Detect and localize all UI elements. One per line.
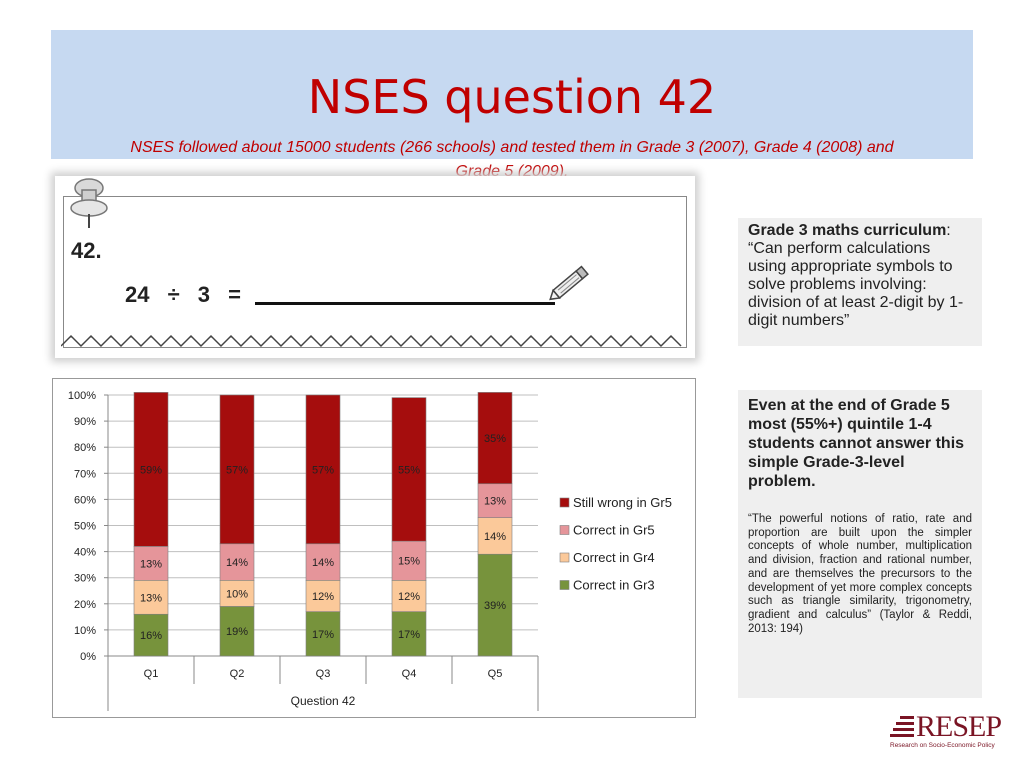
legend-label: Correct in Gr5 xyxy=(573,523,655,538)
bar-segment xyxy=(133,613,169,657)
y-tick-label: 100% xyxy=(68,390,96,402)
legend-label: Correct in Gr4 xyxy=(573,550,655,565)
bar-segment xyxy=(133,392,169,547)
worksheet-frame xyxy=(63,196,687,348)
data-label: 35% xyxy=(484,433,506,445)
y-tick-label: 40% xyxy=(74,547,96,559)
legend-swatch xyxy=(559,497,570,508)
data-label: 19% xyxy=(226,626,248,638)
curriculum-note: Grade 3 maths curriculum: “Can perform c… xyxy=(738,218,982,346)
pushpin-icon xyxy=(70,178,108,228)
insight-quote: “The powerful notions of ratio, rate and… xyxy=(748,513,972,635)
curriculum-text: : “Can perform calculations using approp… xyxy=(748,222,964,329)
data-label: 17% xyxy=(398,629,420,641)
y-tick-label: 30% xyxy=(74,573,96,585)
bar-segment xyxy=(219,394,255,545)
legend-label: Correct in Gr3 xyxy=(573,578,655,593)
y-tick-label: 0% xyxy=(80,651,96,663)
data-label: 14% xyxy=(312,557,334,569)
x-tick-label: Q2 xyxy=(230,668,245,680)
bar-segment xyxy=(391,580,427,612)
data-label: 12% xyxy=(312,591,334,603)
data-label: 17% xyxy=(312,629,334,641)
legend-swatch xyxy=(559,525,570,535)
data-label: 14% xyxy=(226,557,248,569)
x-tick-label: Q3 xyxy=(316,668,331,680)
x-axis-title: Question 42 xyxy=(291,694,356,708)
data-label: 57% xyxy=(312,464,334,476)
bar-segment xyxy=(305,543,341,581)
resep-logo: RESEP Research on Socio-Economic Policy xyxy=(890,710,1010,760)
logo-wordmark: RESEP xyxy=(916,710,1002,743)
bar-segment xyxy=(391,611,427,657)
bar-segment xyxy=(219,580,255,607)
data-label: 16% xyxy=(140,630,162,642)
title-band: NSES question 42 NSES followed about 150… xyxy=(51,30,973,180)
bar-segment xyxy=(219,543,255,581)
bar-segment xyxy=(477,392,513,485)
curriculum-label: Grade 3 maths curriculum xyxy=(748,222,947,239)
data-label: 10% xyxy=(226,588,248,600)
bar-segment xyxy=(391,397,427,542)
data-label: 59% xyxy=(140,464,162,476)
y-tick-label: 50% xyxy=(74,521,96,533)
stacked-bar-chart: 0% 10% 20% 30% 40% 50% 60% 70% 80% 90% 100% 16% 13% 1… xyxy=(52,378,696,718)
data-label: 15% xyxy=(398,556,420,568)
division-problem: 24 ÷ 3 = xyxy=(125,282,241,307)
bar-segment xyxy=(305,611,341,657)
data-label: 39% xyxy=(484,600,506,612)
answer-line xyxy=(255,302,555,305)
logo-bars-icon xyxy=(890,716,914,737)
data-label: 13% xyxy=(140,592,162,604)
y-tick-label: 90% xyxy=(74,416,96,428)
question-number: 42. xyxy=(71,238,102,263)
bar-segment xyxy=(305,394,341,545)
y-tick-label: 20% xyxy=(74,599,96,611)
y-tick-label: 80% xyxy=(74,442,96,454)
worksheet-image: 42. 24 ÷ 3 = xyxy=(55,176,695,358)
data-label: 57% xyxy=(226,464,248,476)
data-label: 13% xyxy=(484,496,506,508)
insight-headline: Even at the end of Grade 5 most (55%+) q… xyxy=(748,397,965,490)
bar-segment xyxy=(219,606,255,657)
chart-canvas: 0% 10% 20% 30% 40% 50% 60% 70% 80% 90% 100% 16% 13% 1… xyxy=(68,390,672,711)
logo-tagline: Research on Socio-Economic Policy xyxy=(890,742,995,749)
insight-panel: Even at the end of Grade 5 most (55%+) q… xyxy=(738,390,982,698)
torn-edge xyxy=(61,334,682,348)
y-tick-label: 60% xyxy=(74,494,96,506)
bar-segment xyxy=(477,517,513,555)
data-label: 14% xyxy=(484,531,506,543)
bar-segment xyxy=(391,540,427,581)
y-tick-label: 70% xyxy=(74,468,96,480)
legend-label: Still wrong in Gr5 xyxy=(573,495,672,510)
slide-subtitle: NSES followed about 15000 students (266 … xyxy=(130,139,894,180)
x-tick-label: Q1 xyxy=(144,668,159,680)
x-tick-label: Q4 xyxy=(402,668,417,680)
legend-swatch xyxy=(559,552,570,563)
legend-swatch xyxy=(559,580,570,590)
y-tick-label: 10% xyxy=(74,625,96,637)
data-label: 55% xyxy=(398,464,420,476)
data-label: 13% xyxy=(140,558,162,570)
x-tick-label: Q5 xyxy=(488,668,503,680)
bar-segment xyxy=(477,553,513,657)
pencil-icon xyxy=(549,265,589,301)
slide-title: NSES question 42 xyxy=(307,70,717,124)
data-label: 12% xyxy=(398,591,420,603)
